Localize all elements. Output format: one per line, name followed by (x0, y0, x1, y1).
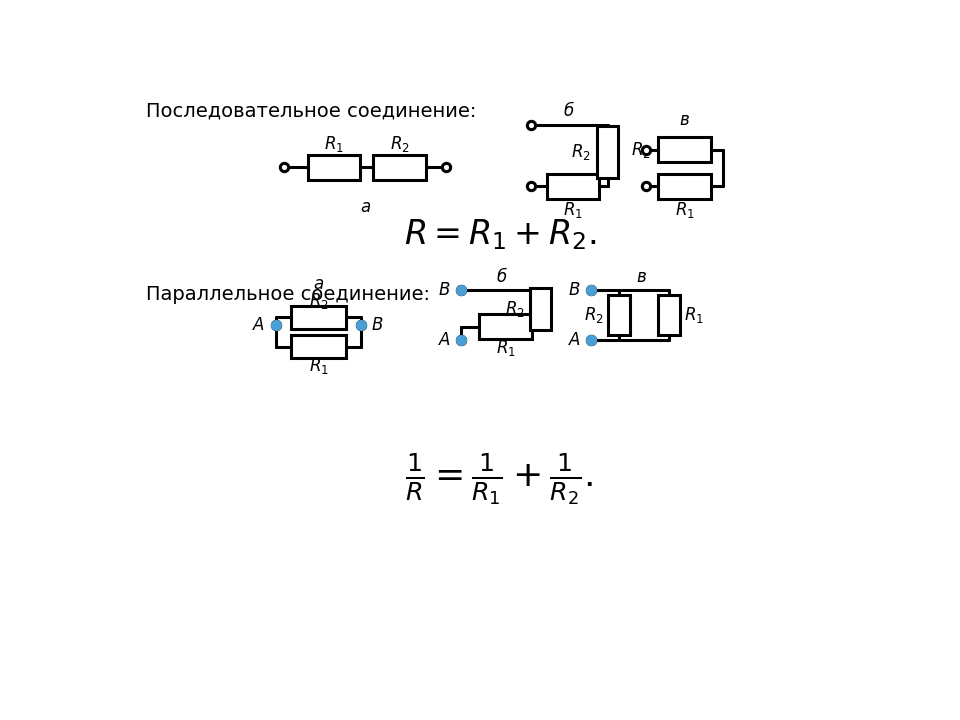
Bar (659, 138, 710, 162)
Text: B: B (568, 282, 580, 300)
Bar (291, 306, 347, 329)
Text: A: A (568, 331, 580, 349)
Bar (659, 295, 680, 336)
Text: $R_2$: $R_2$ (571, 142, 590, 162)
Text: $R_1$: $R_1$ (309, 356, 328, 376)
Bar (479, 315, 532, 339)
Bar (291, 335, 347, 359)
Text: а: а (314, 275, 324, 293)
Text: $R_1$: $R_1$ (324, 134, 344, 154)
Bar (659, 174, 710, 199)
Bar (546, 174, 599, 199)
Text: A: A (252, 316, 264, 334)
Text: $R_1$: $R_1$ (684, 305, 705, 325)
Text: а: а (360, 198, 370, 216)
Text: $R_1$: $R_1$ (675, 199, 694, 220)
Text: A: A (439, 331, 450, 349)
Text: в: в (636, 268, 646, 286)
Text: $R_2$: $R_2$ (390, 134, 410, 154)
Text: $R_2$: $R_2$ (632, 140, 651, 160)
Text: в: в (680, 112, 689, 130)
Text: $R_2$: $R_2$ (505, 300, 525, 319)
Text: B: B (439, 282, 450, 300)
Bar (373, 155, 426, 179)
Text: $R = R_1 + R_2.$: $R = R_1 + R_2.$ (403, 217, 596, 251)
Bar (597, 126, 618, 178)
Text: $R_2$: $R_2$ (309, 291, 328, 311)
Text: Параллельное соединение:: Параллельное соединение: (146, 285, 429, 304)
Text: Последовательное соединение:: Последовательное соединение: (146, 102, 476, 121)
Text: б: б (564, 102, 574, 120)
Text: $R_2$: $R_2$ (584, 305, 604, 325)
Text: $\frac{1}{R} = \frac{1}{R_1} + \frac{1}{R_2}.$: $\frac{1}{R} = \frac{1}{R_1} + \frac{1}{… (405, 451, 594, 507)
Bar (609, 295, 630, 336)
Text: $R_1$: $R_1$ (495, 338, 516, 358)
Text: B: B (372, 316, 383, 334)
Bar (308, 155, 360, 179)
Text: $R_1$: $R_1$ (563, 199, 583, 220)
Bar (530, 288, 551, 330)
Text: б: б (496, 268, 507, 286)
